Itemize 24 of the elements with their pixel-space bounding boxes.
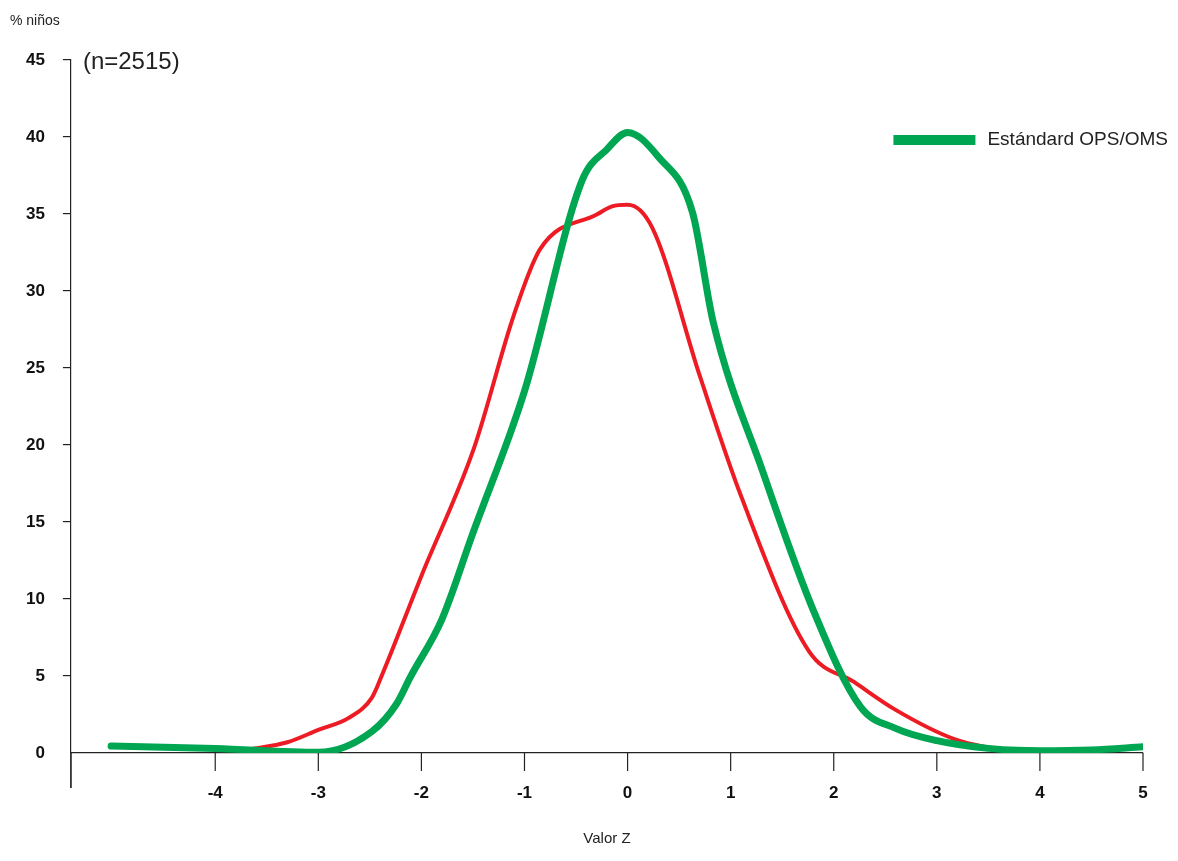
y-tick-label: 15 bbox=[25, 511, 45, 531]
annotation: (n=2515) bbox=[82, 46, 180, 74]
y-tick-label: 30 bbox=[25, 280, 45, 300]
x-tick-label: -4 bbox=[207, 783, 224, 803]
x-tick-label: -3 bbox=[310, 783, 326, 803]
y-tick-label: 45 bbox=[25, 49, 45, 69]
x-tick-label: 2 bbox=[829, 783, 839, 803]
x-tick-label: 5 bbox=[1138, 783, 1148, 803]
y-tick-label: 5 bbox=[35, 665, 45, 685]
y-tick-label: 40 bbox=[25, 126, 45, 146]
y-tick-label: 25 bbox=[25, 357, 45, 377]
x-tick-label: 4 bbox=[1035, 783, 1046, 803]
y-tick-label: 35 bbox=[25, 203, 45, 223]
x-axis-title: Valor Z bbox=[583, 828, 631, 846]
y-axis-title: % niños bbox=[10, 11, 60, 28]
x-tick-label: 1 bbox=[725, 783, 736, 803]
legend-label: Estándard OPS/OMS bbox=[987, 128, 1168, 150]
y-tick-label: 10 bbox=[25, 588, 45, 608]
y-tick-label: 20 bbox=[25, 434, 45, 454]
x-tick-label: -1 bbox=[516, 783, 533, 803]
y-tick-label: 0 bbox=[35, 742, 45, 762]
x-tick-label: -2 bbox=[413, 783, 429, 803]
x-tick-label: 0 bbox=[622, 783, 633, 803]
x-tick-label: 3 bbox=[932, 783, 942, 803]
